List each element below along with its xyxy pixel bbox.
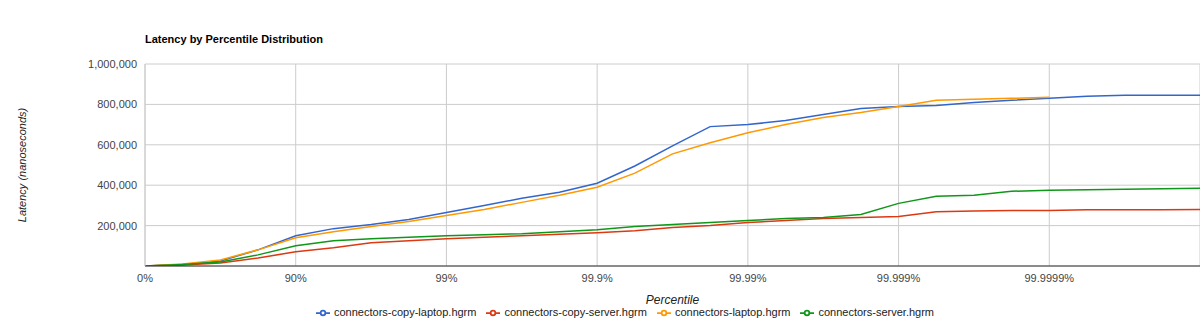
svg-text:99.99%: 99.99%	[729, 272, 767, 284]
html-text:Latency by Percentile Distribu: Latency by Percentile Distribution	[145, 33, 323, 45]
svg-text:Latency (nanoseconds): Latency (nanoseconds)	[16, 107, 28, 222]
svg-text:99.9%: 99.9%	[582, 272, 613, 284]
html-text:connectors-copy-laptop.hgrm: connectors-copy-laptop.hgrm	[334, 306, 477, 318]
svg-text:99.999%: 99.999%	[877, 272, 921, 284]
svg-text:90%: 90%	[285, 272, 307, 284]
svg-text:800,000: 800,000	[97, 98, 137, 110]
svg-text:Percentile: Percentile	[646, 293, 700, 307]
svg-text:99.9999%: 99.9999%	[1025, 272, 1075, 284]
html-text:connectors-laptop.hgrm: connectors-laptop.hgrm	[674, 306, 791, 318]
svg-text:0%: 0%	[137, 272, 153, 284]
svg-text:1,000,000: 1,000,000	[88, 58, 137, 70]
svg-text:600,000: 600,000	[97, 139, 137, 151]
svg-text:99%: 99%	[435, 272, 457, 284]
html-text:connectors-server.hgrm: connectors-server.hgrm	[818, 306, 934, 318]
svg-text:200,000: 200,000	[97, 220, 137, 232]
html-text:connectors-copy-server.hgrm: connectors-copy-server.hgrm	[504, 306, 647, 318]
svg-text:400,000: 400,000	[97, 179, 137, 191]
